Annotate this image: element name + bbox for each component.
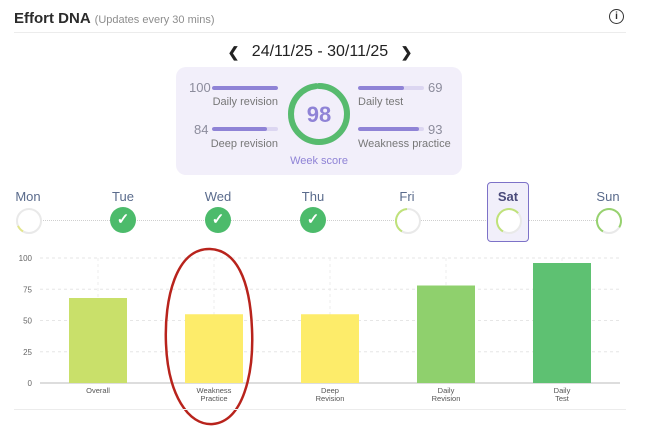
daily-revision-label: Daily revision (212, 96, 278, 108)
day-progress-ring-mon[interactable] (15, 207, 43, 235)
x-tick-label-line: Revision (432, 394, 461, 403)
day-ring-progress (495, 208, 522, 234)
bar-deep-revision[interactable] (301, 314, 359, 383)
x-tick-label-line: Weakness (197, 386, 232, 395)
date-range: 24/11/25 - 30/11/25 (251, 43, 389, 60)
day-label-fri: Fri (399, 189, 415, 204)
daily-revision-bar (212, 86, 278, 90)
deep-revision-label: Deep revision (210, 138, 278, 150)
update-frequency-note: (Updates every 30 mins) (94, 14, 215, 26)
x-tick-label-line: Revision (316, 394, 345, 403)
page-title-text: Effort DNA (14, 10, 91, 27)
day-label-sun: Sun (596, 189, 620, 204)
bar-daily-revision[interactable] (417, 285, 475, 384)
day-ring-progress (16, 208, 42, 234)
x-tick-label: Daily Test (554, 386, 571, 403)
x-tick-label: Weakness Practice (197, 386, 232, 403)
y-tick-label: 75 (23, 285, 32, 294)
weakness-practice-label: Weakness practice (358, 138, 451, 150)
weakness-practice-bar-fill (358, 127, 420, 131)
week-score-label: Week score (290, 155, 348, 167)
x-tick-label: Overall (86, 386, 110, 395)
day-progress-ring-fri[interactable] (394, 207, 422, 235)
x-tick-label-line: Test (555, 394, 570, 403)
day-label-sat: Sat (497, 189, 519, 204)
week-score-ring-progress (288, 83, 350, 145)
daily-test-bar-fill (358, 86, 404, 90)
annotation-ellipse (164, 247, 254, 426)
chevron-left-icon[interactable]: ❮ (227, 43, 240, 60)
bar-overall[interactable] (69, 298, 127, 383)
deep-revision-value: 84 (194, 122, 209, 137)
weakness-practice-bar (358, 127, 424, 131)
bar-weakness-practice[interactable] (185, 314, 243, 383)
week-score-value: 98 (307, 102, 331, 127)
x-tick-label-line: Overall (86, 386, 110, 395)
daily-revision-value: 100 (189, 80, 211, 95)
day-ring-track (16, 208, 42, 234)
deep-revision-bar-fill (212, 127, 268, 131)
day-complete-wed-check-icon[interactable]: ✓ (205, 207, 231, 233)
x-tick-label-line: Deep (321, 386, 339, 395)
date-navigator: ❮ 24/11/25 - 30/11/25 ❯ (0, 43, 640, 61)
day-ring-progress (395, 208, 421, 234)
footer-divider (14, 409, 626, 410)
chevron-right-icon[interactable]: ❯ (400, 43, 413, 60)
y-tick-label: 100 (19, 254, 33, 263)
week-score-ring: 98 (288, 83, 350, 145)
deep-revision-bar (212, 127, 278, 131)
annotation-ellipse-stroke (164, 247, 254, 426)
day-label-wed: Wed (204, 189, 232, 204)
x-tick-label-line: Daily (438, 386, 455, 395)
x-tick-label: Deep Revision (316, 386, 345, 403)
y-tick-label: 50 (23, 317, 32, 326)
day-ring-progress (596, 208, 622, 234)
bar-daily-test[interactable] (533, 263, 591, 383)
daily-test-label: Daily test (358, 96, 404, 108)
x-tick-label: Daily Revision (432, 386, 461, 403)
daily-revision-bar-fill (212, 86, 278, 90)
header-divider (14, 32, 626, 33)
day-label-mon: Mon (15, 189, 41, 204)
x-tick-label-line: Practice (200, 394, 227, 403)
daily-test-bar (358, 86, 424, 90)
day-progress-ring-sat[interactable] (495, 207, 523, 235)
y-tick-label: 0 (28, 379, 33, 388)
day-label-tue: Tue (112, 189, 134, 204)
y-tick-label: 25 (23, 348, 32, 357)
x-tick-label-line: Daily (554, 386, 571, 395)
day-progress-ring-sun[interactable] (595, 207, 623, 235)
day-label-thu: Thu (301, 189, 325, 204)
day-complete-tue-check-icon[interactable]: ✓ (110, 207, 136, 233)
info-icon[interactable]: i (609, 9, 624, 24)
daily-test-value: 69 (428, 80, 443, 95)
weakness-practice-value: 93 (428, 122, 443, 137)
week-score-card: 100 Daily revision 84 Deep revision 98 W… (176, 67, 462, 175)
day-complete-thu-check-icon[interactable]: ✓ (300, 207, 326, 233)
page-title: Effort DNA (Updates every 30 mins) (14, 10, 214, 27)
